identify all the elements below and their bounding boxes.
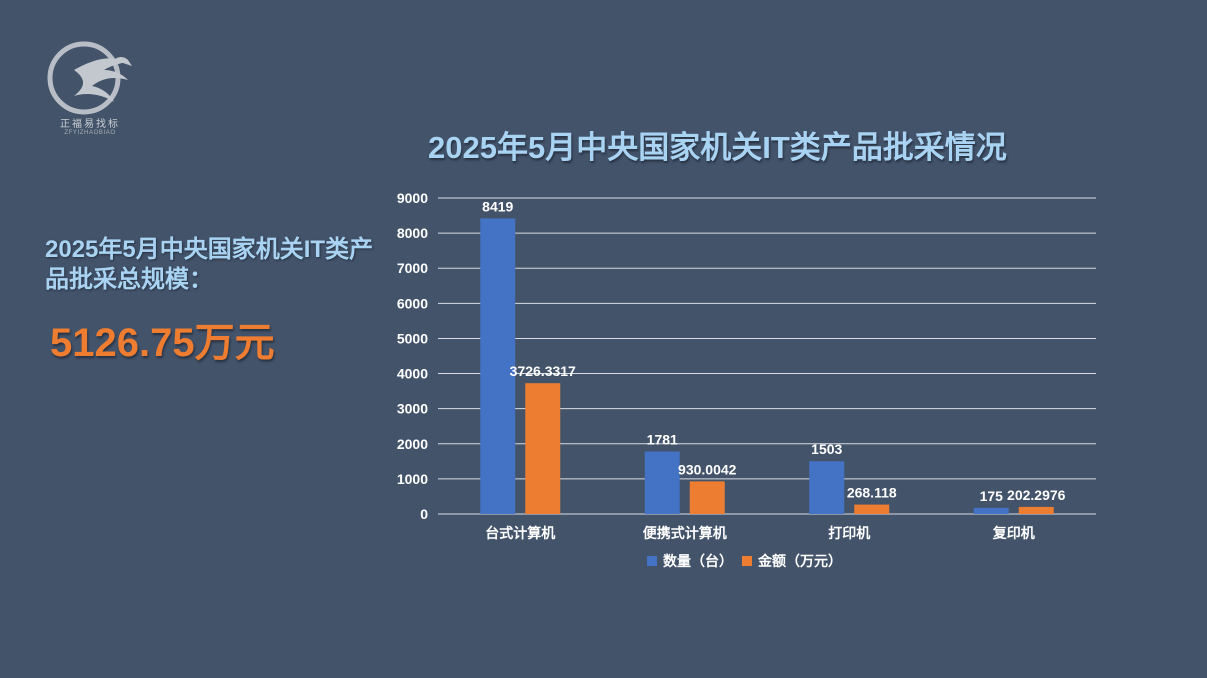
y-tick-label: 0	[420, 506, 428, 522]
eagle-logo-icon	[47, 41, 132, 115]
y-tick-label: 9000	[397, 190, 428, 206]
summary-value: 5126.75万元	[50, 321, 275, 365]
bar-quantity	[809, 461, 845, 514]
y-tick-label: 2000	[397, 436, 428, 452]
legend-swatch-quantity	[647, 556, 657, 566]
bar-amount	[525, 383, 561, 514]
bar-quantity	[480, 218, 516, 515]
bar-chart: 0 1000 2000 3000 4000 5000 6000 7000 8000 9000 841…	[397, 190, 1096, 569]
x-tick-label: 台式计算机	[485, 525, 555, 541]
logo-subtitle: ZFYIZHAOBIAO	[64, 130, 116, 136]
y-tick-label: 7000	[397, 260, 428, 276]
data-label: 268.118	[847, 485, 897, 501]
data-label: 1781	[647, 431, 678, 447]
data-label: 175	[980, 488, 1004, 504]
page-title: 2025年5月中央国家机关IT类产品批采情况	[428, 130, 1007, 165]
y-tick-label: 4000	[397, 366, 428, 382]
legend-label: 数量（台）	[663, 553, 733, 569]
bar-quantity	[973, 507, 1009, 514]
bar-amount	[1018, 506, 1054, 514]
legend-swatch-amount	[742, 556, 752, 566]
summary-label: 2025年5月中央国家机关IT类产品批采总规模：	[45, 236, 374, 293]
y-tick-label: 6000	[397, 295, 428, 311]
x-tick-label: 便携式计算机	[643, 525, 727, 541]
y-tick-label: 8000	[397, 225, 428, 241]
y-tick-label: 3000	[397, 401, 428, 417]
bar-amount	[854, 504, 890, 514]
data-label: 202.2976	[1007, 487, 1066, 503]
x-tick-label: 打印机	[828, 525, 870, 541]
data-label: 930.0042	[678, 461, 737, 477]
data-label: 3726.3317	[510, 363, 576, 379]
y-tick-label: 1000	[397, 471, 428, 487]
y-tick-label: 5000	[397, 330, 428, 346]
data-label: 1503	[811, 441, 842, 457]
x-tick-label: 复印机	[992, 525, 1035, 541]
bar-amount	[689, 481, 725, 514]
legend-label: 金额（万元）	[757, 553, 842, 569]
logo-name: 正福易找标	[60, 119, 120, 130]
bar-quantity	[644, 451, 680, 514]
data-label: 8419	[482, 198, 513, 214]
